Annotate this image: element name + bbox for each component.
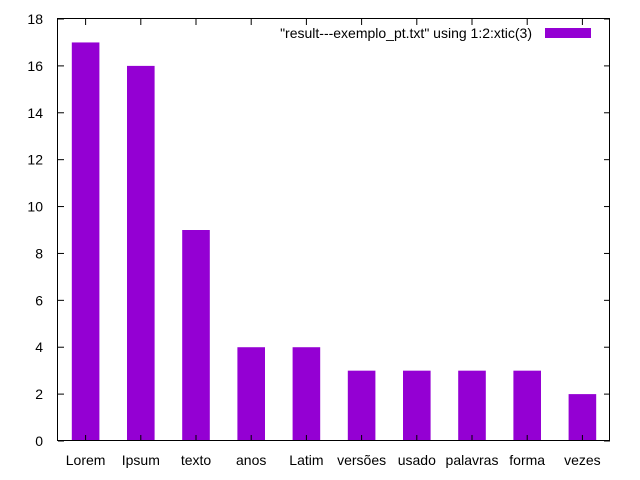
bar-8 [513, 370, 541, 441]
x-tick-label-9: vezes [564, 452, 601, 468]
y-tick-label-4: 8 [35, 245, 43, 261]
y-tick-label-0: 0 [35, 433, 43, 449]
bar-9 [568, 394, 597, 441]
bar-2 [182, 230, 210, 441]
legend-swatch [545, 28, 591, 38]
bar-0 [71, 42, 100, 441]
bar-1 [127, 65, 155, 441]
x-tick-label-5: versões [337, 452, 386, 468]
bar-3 [237, 347, 265, 441]
x-tick-label-7: palavras [446, 452, 499, 468]
plot-border [57, 18, 610, 441]
y-tick-label-3: 6 [35, 292, 43, 308]
x-axis-ticks: Lorem Ipsum texto anos Latim versões usado pala… [66, 19, 601, 468]
x-tick-label-1: Ipsum [122, 452, 160, 468]
x-tick-label-2: texto [181, 452, 212, 468]
y-axis-ticks: 0 2 4 6 8 10 12 14 16 18 [27, 11, 610, 449]
y-tick-label-8: 16 [27, 58, 43, 74]
y-tick-label-2: 4 [35, 339, 43, 355]
x-tick-label-6: usado [398, 452, 436, 468]
bar-7 [458, 370, 486, 441]
y-tick-label-1: 2 [35, 386, 43, 402]
bar-4 [292, 347, 321, 441]
bar-6 [403, 370, 431, 441]
legend: "result---exemplo_pt.txt" using 1:2:xtic… [280, 25, 591, 41]
y-tick-label-9: 18 [27, 11, 43, 27]
x-tick-label-0: Lorem [66, 452, 106, 468]
x-tick-label-4: Latim [289, 452, 323, 468]
legend-label: "result---exemplo_pt.txt" using 1:2:xtic… [280, 25, 532, 41]
x-tick-label-8: forma [509, 452, 545, 468]
y-tick-label-7: 14 [27, 105, 43, 121]
x-tick-label-3: anos [236, 452, 266, 468]
bar-5 [347, 370, 376, 441]
bars-group [71, 42, 597, 441]
y-tick-label-6: 12 [27, 152, 43, 168]
y-tick-label-5: 10 [27, 199, 43, 215]
